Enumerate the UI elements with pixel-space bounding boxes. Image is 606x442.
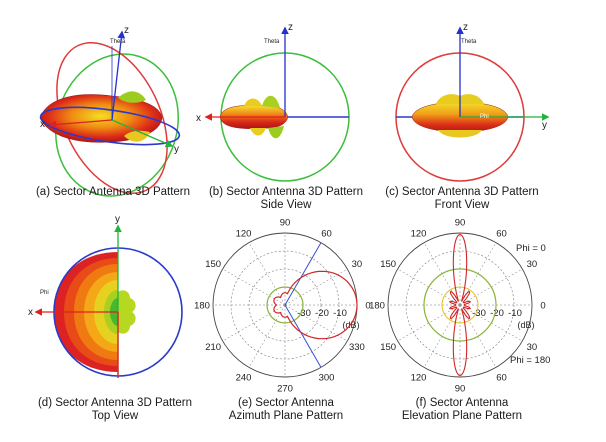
panel-c-front-view: z y Theta Phi: [395, 22, 550, 182]
side-lobe-1: [244, 98, 262, 106]
angle-label: 120: [411, 372, 427, 383]
angle-label: 90: [455, 384, 466, 395]
label-z: z: [124, 25, 129, 36]
angle-label: 30: [527, 259, 538, 270]
outer-ring: [387, 232, 533, 378]
caption-e-line2: Azimuth Plane Pattern: [228, 410, 344, 422]
radial-label: -20: [490, 308, 504, 319]
label-theta: Theta: [110, 39, 126, 45]
radial-label: -30: [472, 308, 486, 319]
unit-label: (dB): [517, 320, 534, 330]
caption-b-line2: Side View: [260, 199, 312, 211]
caption-d-line2: Top View: [91, 410, 139, 422]
back-lobes: [118, 290, 136, 334]
azimuth-pattern: [273, 270, 358, 340]
elevation-pattern: [449, 233, 471, 377]
angle-label: 300: [319, 372, 335, 383]
grid-spoke: [222, 304, 286, 342]
radial-label: -10: [333, 308, 347, 319]
angle-label: 210: [205, 342, 221, 353]
angle-label: 240: [236, 372, 252, 383]
angle-label: 150: [380, 342, 396, 353]
legend-phi-0: Phi = 0: [516, 243, 546, 254]
caption-d: (d) Sector Antenna 3D Pattern Top View: [20, 397, 210, 423]
legend-phi-180: Phi = 180: [510, 355, 550, 366]
label-z: z: [288, 22, 293, 33]
panel-b-side-view: z x Theta: [196, 22, 350, 182]
panel-e-azimuth-polar: 0 30 60 90 120 150 180 210 240 270 300 330 -30 -20 -10…: [194, 218, 371, 395]
angle-label: 0: [540, 301, 545, 312]
label-y: y: [542, 120, 547, 131]
radial-label: -20: [315, 308, 329, 319]
caption-f-line1: (f) Sector Antenna: [415, 397, 509, 409]
side-lobe-2: [262, 95, 280, 108]
angle-label: 120: [236, 229, 252, 240]
label-y: y: [115, 214, 120, 225]
angle-label: 60: [496, 229, 507, 240]
caption-d-line1: (d) Sector Antenna 3D Pattern: [37, 397, 193, 409]
caption-e-line1: (e) Sector Antenna: [238, 397, 334, 409]
label-phi: Phi: [480, 114, 489, 120]
angle-label: 0: [365, 301, 370, 312]
angle-label: 270: [277, 384, 293, 395]
lobe-side-1: [118, 91, 146, 103]
angle-label: 180: [369, 301, 385, 312]
label-y: y: [174, 144, 179, 155]
caption-a-line1: (a) Sector Antenna 3D Pattern: [35, 186, 191, 198]
axis-y: [111, 119, 174, 148]
angle-label: 330: [349, 342, 365, 353]
lobe-3d: [39, 94, 163, 143]
axis-z: [111, 30, 126, 121]
angle-label: 30: [352, 259, 363, 270]
beamwidth-line: [284, 242, 322, 306]
side-lobe-4: [268, 126, 284, 139]
caption-c-line2: Front View: [434, 199, 490, 211]
caption-f-line2: Elevation Plane Pattern: [401, 410, 523, 422]
ring-yellow: [441, 286, 479, 324]
radial-label: -10: [508, 308, 522, 319]
panel-a-3d-pattern: z x y Theta: [39, 25, 181, 197]
label-x: x: [40, 119, 45, 130]
angle-label: 90: [280, 218, 291, 229]
angle-label: 30: [527, 342, 538, 353]
label-z: z: [463, 22, 468, 33]
label-x: x: [28, 307, 33, 318]
angle-label: 150: [380, 259, 396, 270]
caption-e: (e) Sector Antenna Azimuth Plane Pattern: [196, 397, 376, 423]
label-theta: Theta: [461, 39, 477, 45]
angle-label: 180: [194, 301, 210, 312]
label-theta: Theta: [264, 39, 280, 45]
caption-b-line1: (b) Sector Antenna 3D Pattern: [208, 186, 364, 198]
grid-spoke: [248, 304, 286, 368]
grid-spoke: [222, 268, 286, 306]
label-x: x: [196, 113, 201, 124]
panel-d-top-view: y x Phi: [28, 214, 183, 378]
unit-label: (dB): [342, 320, 359, 330]
angle-label: 150: [205, 259, 221, 270]
caption-a: (a) Sector Antenna 3D Pattern: [18, 186, 208, 199]
radial-label: -30: [297, 308, 311, 319]
angle-label: 120: [411, 229, 427, 240]
side-lobe-3: [250, 128, 266, 136]
front-bottom-lobe: [438, 130, 482, 138]
axis-x: [48, 119, 113, 129]
angle-label: 60: [321, 229, 332, 240]
caption-c-line1: (c) Sector Antenna 3D Pattern: [385, 186, 539, 198]
caption-c: (c) Sector Antenna 3D Pattern Front View: [372, 186, 552, 212]
ring-green: [266, 286, 304, 324]
caption-b: (b) Sector Antenna 3D Pattern Side View: [196, 186, 376, 212]
panel-f-elevation-polar: 90 60 30 0 30 60 90 120 150 180 150 120 -30 -20 -10(dB…: [369, 218, 550, 395]
angle-label: 60: [496, 372, 507, 383]
grid-spoke: [248, 242, 286, 306]
caption-f: (f) Sector Antenna Elevation Plane Patte…: [372, 397, 552, 423]
ring-green: [423, 268, 497, 342]
angle-label: 90: [455, 218, 466, 229]
beamwidth-line: [284, 304, 322, 368]
label-phi: Phi: [40, 290, 49, 296]
